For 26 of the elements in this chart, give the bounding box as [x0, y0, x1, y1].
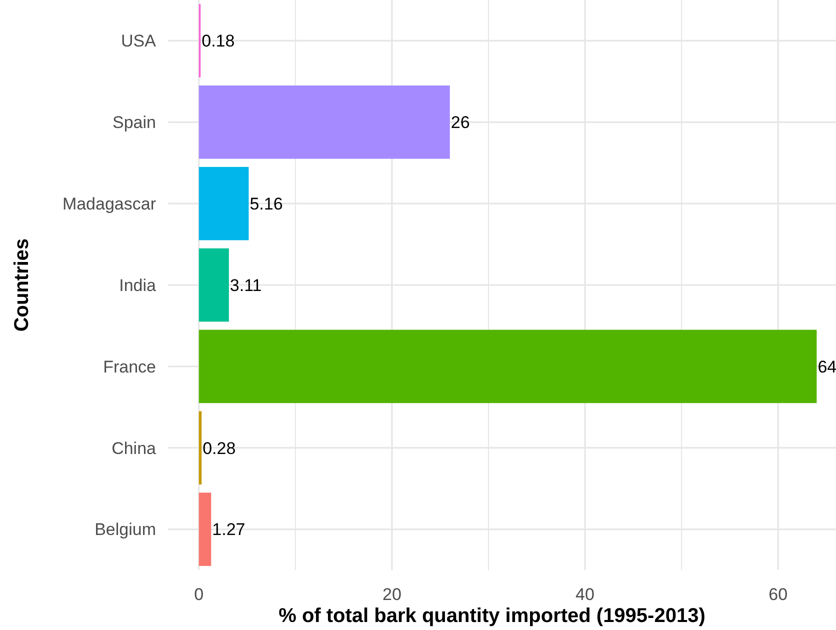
data-label: 0.28	[202, 438, 236, 458]
y-tick-label: USA	[121, 32, 157, 51]
y-axis-title: Countries	[11, 238, 33, 332]
x-tick-label: 0	[194, 585, 204, 604]
data-label: 64	[818, 357, 836, 376]
data-label: 5.16	[250, 194, 283, 214]
bar	[198, 86, 450, 159]
y-tick-label: Madagascar	[62, 194, 156, 214]
y-tick-label: China	[112, 438, 157, 458]
data-label: 1.27	[212, 520, 246, 540]
data-label: 0.18	[202, 32, 235, 51]
data-label: 3.11	[230, 276, 262, 295]
bar	[198, 411, 202, 484]
data-label: 26	[450, 113, 470, 132]
y-tick-label: France	[103, 357, 156, 376]
bar	[198, 492, 212, 566]
x-tick-label: 40	[576, 585, 594, 604]
y-tick-label: Belgium	[94, 520, 156, 540]
bar	[198, 248, 229, 322]
x-axis-title: % of total bark quantity imported (1995-2013)	[278, 605, 706, 627]
y-tick-label: Spain	[112, 113, 156, 132]
bar	[198, 330, 817, 404]
bar	[198, 166, 249, 240]
x-tick-label: 20	[382, 585, 402, 604]
x-tick-label: 60	[768, 585, 788, 604]
y-tick-label: India	[119, 276, 157, 295]
